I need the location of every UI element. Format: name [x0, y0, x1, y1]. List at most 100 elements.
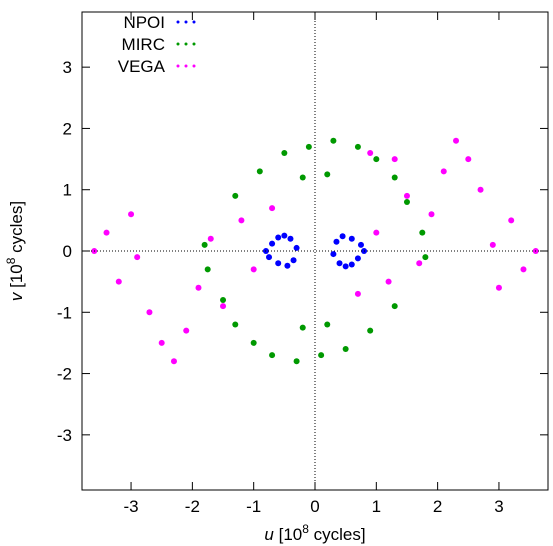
legend-label: VEGA: [118, 57, 166, 76]
x-tick-label: 2: [433, 497, 442, 516]
vega-point: [508, 217, 515, 224]
vega-point: [146, 309, 153, 316]
npoi-point: [275, 234, 282, 241]
vega-point: [195, 284, 202, 291]
x-tick-label: -1: [246, 497, 261, 516]
data-points: [91, 137, 539, 365]
y-tick-label: -1: [57, 303, 72, 322]
mirc-point: [305, 143, 312, 150]
vega-point: [477, 186, 484, 193]
mirc-point: [269, 352, 276, 359]
mirc-point: [256, 168, 263, 175]
mirc-point: [299, 174, 306, 181]
x-tick-label: 0: [310, 497, 319, 516]
legend-marker: [176, 42, 196, 46]
mirc-point: [422, 254, 429, 261]
vega-point: [465, 156, 472, 163]
vega-point: [403, 192, 410, 199]
y-tick-label: -3: [57, 426, 72, 445]
legend-marker: [176, 64, 196, 68]
npoi-point: [339, 233, 346, 240]
mirc-point: [293, 358, 300, 365]
mirc-point: [367, 327, 374, 334]
npoi-point: [348, 235, 355, 242]
vega-point: [250, 266, 257, 273]
vega-point: [495, 284, 502, 291]
mirc-point: [232, 321, 239, 328]
legend-marker: [176, 20, 196, 24]
legend: NPOI MIRC VEGA: [118, 13, 196, 76]
mirc-point: [419, 229, 426, 236]
vega-point: [520, 266, 527, 273]
x-axis-ticks: -3 -2 -1 0 1 2 3: [123, 12, 504, 516]
vega-point: [453, 137, 460, 144]
vega-point: [134, 254, 141, 261]
y-tick-label: 0: [63, 242, 72, 261]
vega-point: [207, 235, 214, 242]
y-tick-label: 2: [63, 119, 72, 138]
npoi-point: [269, 240, 276, 247]
x-tick-label: -2: [185, 497, 200, 516]
vega-point: [115, 278, 122, 285]
vega-point: [170, 358, 177, 365]
mirc-point: [403, 198, 410, 205]
vega-point: [103, 229, 110, 236]
vega-point: [128, 211, 135, 218]
npoi-point: [348, 261, 355, 268]
npoi-point: [357, 241, 364, 248]
mirc-point: [324, 321, 331, 328]
y-axis-label: v [108 cycles]: [4, 201, 26, 301]
mirc-point: [204, 266, 211, 273]
npoi-point: [330, 251, 337, 258]
vega-point: [373, 229, 380, 236]
vega-point: [354, 290, 361, 297]
npoi-point: [281, 232, 288, 239]
mirc-point: [201, 241, 208, 248]
npoi-point: [266, 254, 273, 261]
y-axis-ticks: 3 2 1 0 -1 -2 -3: [57, 58, 548, 445]
npoi-point: [287, 235, 294, 242]
vega-point: [183, 327, 190, 334]
vega-point: [428, 211, 435, 218]
mirc-point: [330, 137, 337, 144]
npoi-point: [284, 262, 291, 269]
mirc-point: [324, 171, 331, 178]
vega-point: [391, 156, 398, 163]
mirc-point: [281, 149, 288, 156]
npoi-point: [336, 260, 343, 267]
npoi-point: [275, 260, 282, 267]
mirc-point: [250, 339, 257, 346]
npoi-point: [354, 255, 361, 262]
vega-point: [158, 339, 165, 346]
mirc-point: [391, 303, 398, 310]
x-tick-label: 3: [494, 497, 503, 516]
y-tick-label: -2: [57, 365, 72, 384]
vega-point: [269, 205, 276, 212]
vega-point: [238, 217, 245, 224]
y-tick-label: 3: [63, 58, 72, 77]
vega-point: [367, 149, 374, 156]
series-mirc: [201, 137, 429, 365]
legend-label: MIRC: [122, 35, 165, 54]
npoi-point: [293, 244, 300, 251]
mirc-point: [220, 297, 227, 304]
npoi-point: [333, 238, 340, 245]
mirc-point: [391, 174, 398, 181]
mirc-point: [232, 192, 239, 199]
legend-label: NPOI: [123, 13, 165, 32]
npoi-point: [290, 257, 297, 264]
vega-point: [385, 278, 392, 285]
mirc-point: [373, 156, 380, 163]
series-vega: [91, 137, 539, 365]
vega-point: [416, 260, 423, 267]
x-tick-label: -3: [123, 497, 138, 516]
mirc-point: [299, 324, 306, 331]
mirc-point: [342, 346, 349, 353]
npoi-point: [342, 263, 349, 270]
series-npoi: [262, 232, 368, 270]
x-tick-label: 1: [372, 497, 381, 516]
vega-point: [220, 303, 227, 310]
y-tick-label: 1: [63, 181, 72, 200]
mirc-point: [318, 352, 325, 359]
